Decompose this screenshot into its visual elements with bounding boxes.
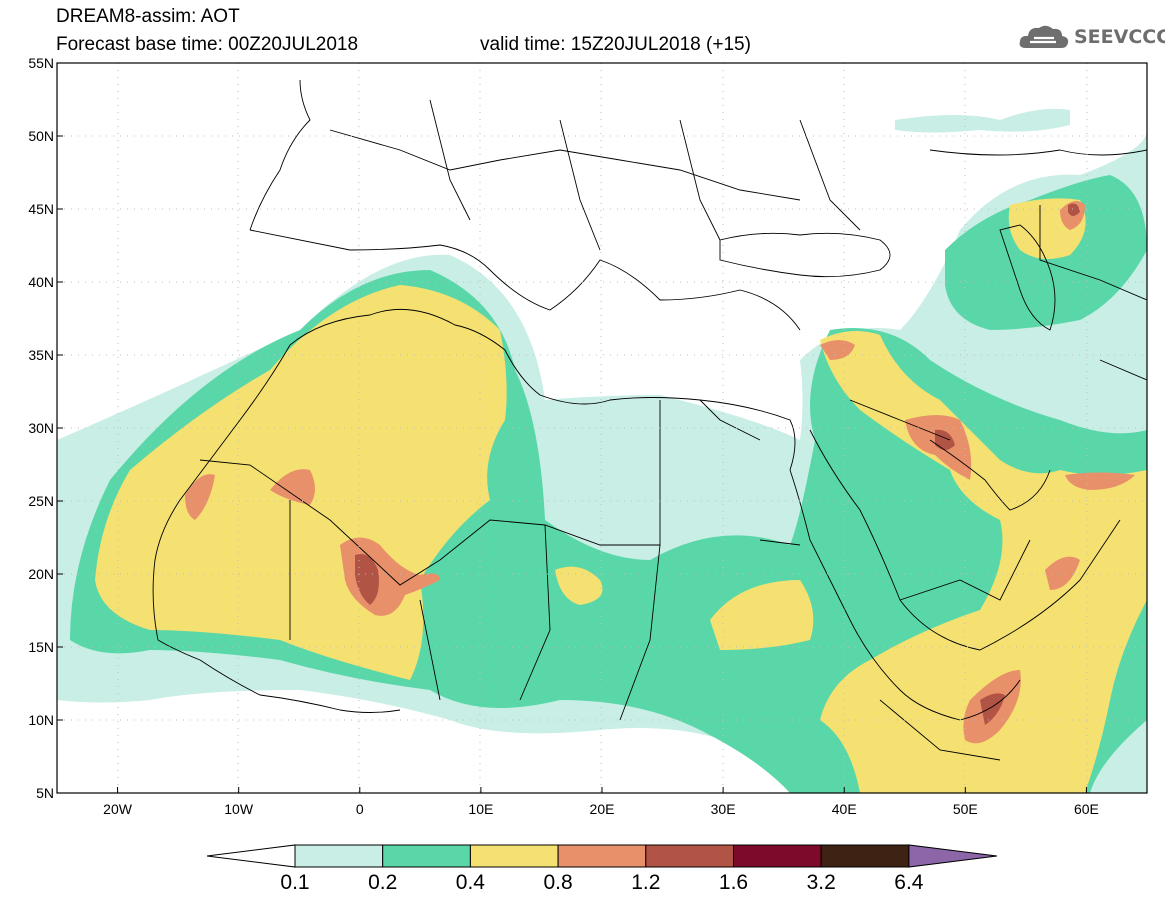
grid <box>57 63 1147 793</box>
legend-color-box <box>645 844 734 868</box>
lat-label: 45N <box>28 201 54 217</box>
legend-level-label: 1.6 <box>719 871 748 894</box>
lon-label: 20W <box>103 801 133 817</box>
longitude-axis: 20W 10W 0 10E 20E 30E 40E 50E 60E <box>103 787 1099 817</box>
lon-label: 30E <box>711 801 736 817</box>
legend-level-label: 6.4 <box>894 871 924 894</box>
legend-color-box <box>469 844 559 868</box>
legend-color-box <box>294 844 384 868</box>
lat-label: 15N <box>28 639 54 655</box>
legend-color-box <box>557 844 647 868</box>
lat-label: 25N <box>28 493 54 509</box>
logo-text: SEEVCCC <box>1074 26 1165 48</box>
cloud-icon <box>1019 25 1069 48</box>
lat-label: 20N <box>28 566 54 582</box>
lon-label: 20E <box>590 801 615 817</box>
seevccc-logo: SEEVCCC <box>1018 22 1165 52</box>
legend-level-label: 0.2 <box>368 871 397 894</box>
valid-time: valid time: 15Z20JUL2018 (+15) <box>480 34 751 55</box>
forecast-base-time: Forecast base time: 00Z20JUL2018 <box>56 34 359 55</box>
lat-label: 5N <box>36 785 54 801</box>
chart-title: DREAM8-assim: AOT <box>56 6 240 27</box>
lon-label: 10W <box>224 801 254 817</box>
lat-label: 35N <box>28 347 54 363</box>
legend-color-box <box>820 844 910 868</box>
lat-label: 55N <box>28 55 54 71</box>
lat-label: 50N <box>28 128 54 144</box>
lon-label: 50E <box>953 801 978 817</box>
aot-legend: 0.1 0.2 0.4 0.8 1.2 1.6 3.2 6.4 <box>206 844 997 894</box>
lon-label: 60E <box>1074 801 1099 817</box>
lon-label: 0 <box>356 801 364 817</box>
coastlines <box>152 79 1147 761</box>
legend-level-label: 0.1 <box>280 871 309 894</box>
lat-label: 30N <box>28 420 54 436</box>
legend-low-triangle <box>206 844 296 868</box>
legend-level-label: 0.4 <box>456 871 486 894</box>
legend-level-label: 3.2 <box>807 871 836 894</box>
aot-shading <box>57 108 1147 793</box>
legend-color-box <box>733 844 822 868</box>
lon-label: 10E <box>468 801 493 817</box>
legend-color-box <box>382 844 471 868</box>
legend-high-triangle <box>908 844 997 868</box>
latitude-axis: 55N 50N 45N 40N 35N 30N 25N 20N 15N 10N 5N <box>28 55 63 801</box>
lon-label: 40E <box>832 801 857 817</box>
lat-label: 10N <box>28 712 54 728</box>
legend-level-label: 1.2 <box>631 871 660 894</box>
lat-label: 40N <box>28 274 54 290</box>
legend-level-label: 0.8 <box>543 871 572 894</box>
